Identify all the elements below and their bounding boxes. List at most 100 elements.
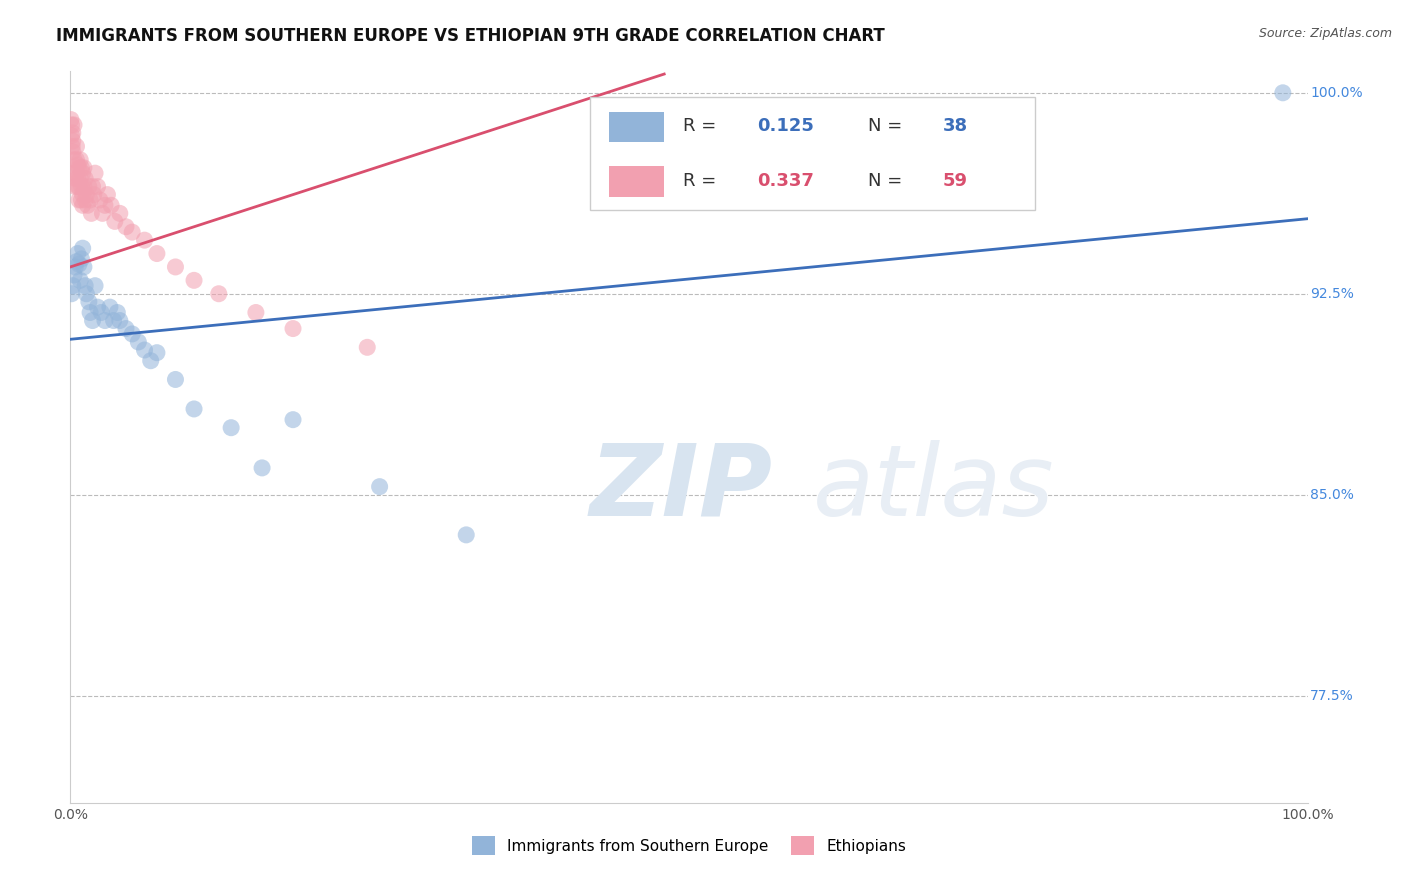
Point [84,278,107,293]
Point [63,153,86,167]
Point [66,171,89,186]
Point [75,278,97,293]
Point [86,300,108,314]
Point [208,286,231,301]
FancyBboxPatch shape [609,167,664,197]
Legend: Immigrants from Southern Europe, Ethiopians: Immigrants from Southern Europe, Ethiopi… [465,830,912,861]
Text: 77.5%: 77.5% [1310,689,1354,703]
Point [98,300,121,314]
Point [67,193,90,207]
Point [73,161,96,175]
Point [1271,86,1294,100]
Point [66,179,89,194]
Text: 85.0%: 85.0% [1310,488,1354,501]
Point [165,260,187,274]
Point [59,112,82,127]
Point [66,158,89,172]
Point [65,260,87,274]
Point [183,401,205,416]
Point [77,294,100,309]
Point [65,166,87,180]
Point [65,153,87,167]
Point [108,313,131,327]
Point [82,179,104,194]
Point [79,305,101,319]
Point [73,260,96,274]
Point [65,171,87,186]
Point [63,118,86,132]
Point [67,257,90,271]
Point [70,252,93,266]
Point [60,286,83,301]
Point [89,193,111,207]
Point [62,278,84,293]
Text: R =: R = [683,172,721,190]
Point [82,313,104,327]
Point [79,193,101,207]
Point [127,334,149,349]
Point [245,305,267,319]
Text: 0.337: 0.337 [756,172,814,190]
Point [72,198,94,212]
Point [91,206,114,220]
Point [281,321,304,335]
Point [219,420,242,434]
Point [62,134,84,148]
Point [70,193,93,207]
Point [65,139,87,153]
Text: N =: N = [869,117,908,136]
Point [86,179,108,194]
Point [77,179,100,194]
Point [69,171,91,186]
Point [66,246,89,260]
Point [69,153,91,167]
Point [83,187,105,202]
Point [70,179,93,194]
Point [134,343,156,357]
Text: atlas: atlas [813,440,1054,537]
Point [90,305,112,319]
Point [100,198,122,212]
Point [65,254,87,268]
Point [250,461,273,475]
Point [60,118,83,132]
FancyBboxPatch shape [591,97,1035,211]
Text: 38: 38 [942,117,967,136]
Point [73,179,96,194]
Point [67,161,90,175]
FancyBboxPatch shape [609,112,664,143]
Text: 100.0%: 100.0% [1310,86,1362,100]
Point [115,321,138,335]
Point [108,206,131,220]
Point [72,166,94,180]
Point [65,179,87,194]
Point [183,273,205,287]
Text: Source: ZipAtlas.com: Source: ZipAtlas.com [1258,27,1392,40]
Point [94,198,117,212]
Point [72,187,94,202]
Point [67,179,90,194]
Point [94,313,117,327]
Point [63,166,86,180]
Point [105,305,128,319]
Point [75,193,97,207]
Point [80,206,103,220]
Point [75,286,97,301]
Point [104,214,127,228]
Point [72,241,94,255]
Point [146,345,169,359]
Point [121,326,143,341]
Point [146,246,169,260]
Point [69,273,91,287]
Point [84,166,107,180]
Point [62,145,84,159]
Point [115,219,138,234]
Point [96,187,118,202]
Point [60,128,83,143]
Text: N =: N = [869,172,908,190]
Point [456,528,478,542]
Point [76,198,98,212]
Point [70,161,93,175]
Point [139,353,162,368]
Text: R =: R = [683,117,721,136]
